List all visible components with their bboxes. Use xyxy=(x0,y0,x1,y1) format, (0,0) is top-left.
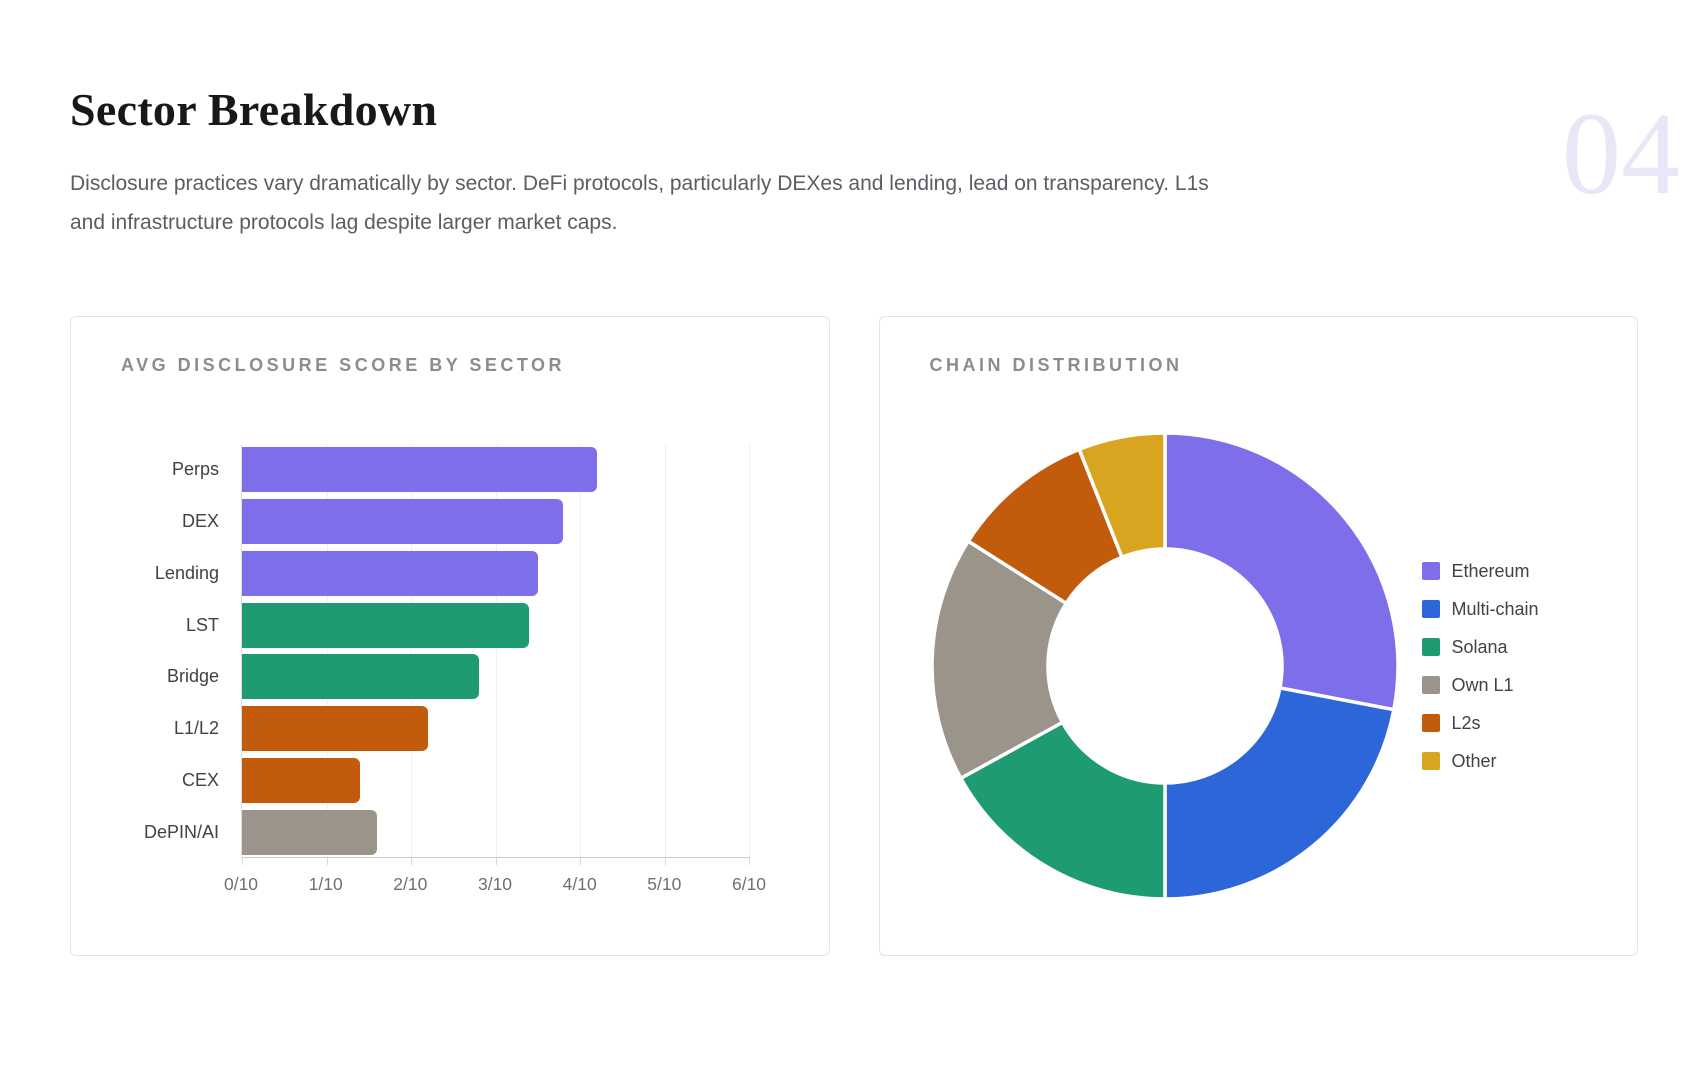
bar-l1-l2 xyxy=(242,706,428,752)
legend-swatch-other xyxy=(1421,752,1440,770)
axis-tick-1/10 xyxy=(326,857,328,865)
legend-swatch-l2s xyxy=(1421,714,1440,732)
bar-lending xyxy=(242,550,538,596)
bar-row-bridge xyxy=(242,651,749,703)
header: Sector Breakdown Disclosure practices va… xyxy=(0,84,1708,242)
bar-label-depin-ai: DePIN/AI xyxy=(143,821,219,842)
bar-depin-ai xyxy=(242,809,378,855)
donut-chart: Ethereum Multi-chain Solana Own L1 L2s Other xyxy=(929,431,1588,901)
bar-bridge xyxy=(242,654,479,700)
legend-item-l2s: L2s xyxy=(1421,713,1539,733)
legend-item-other: Other xyxy=(1421,751,1539,771)
legend-label-l2s: L2s xyxy=(1451,713,1481,733)
x-axis-label-5-10: 5/10 xyxy=(647,874,682,894)
bar-label-cex: CEX xyxy=(181,769,219,790)
legend-label-multi-chain: Multi-chain xyxy=(1451,599,1539,619)
legend-item-solana: Solana xyxy=(1421,637,1539,657)
bar-lst xyxy=(242,602,530,648)
bar-chart-grid xyxy=(241,444,750,865)
legend-label-solana: Solana xyxy=(1451,637,1508,657)
page-subtitle-line-1: Disclosure practices vary dramatically b… xyxy=(70,172,1209,195)
bar-perps xyxy=(242,447,597,493)
bar-cex xyxy=(242,757,361,803)
axis-tick-5/10 xyxy=(664,857,666,865)
bar-dex xyxy=(242,499,564,545)
donut-chart-card: CHAIN DISTRIBUTION Ethereum Multi-chain So… xyxy=(878,316,1638,956)
axis-tick-0/10 xyxy=(242,857,243,865)
x-axis-label-4-10: 4/10 xyxy=(562,874,597,894)
gridline-5/10 xyxy=(664,444,666,857)
bar-chart-card: AVG DISCLOSURE SCORE BY SECTOR Perps DEX L… xyxy=(70,316,830,956)
gridline-4/10 xyxy=(580,444,581,857)
bar-label-lst: LST xyxy=(185,614,219,635)
page-title: Sector Breakdown xyxy=(70,84,438,135)
legend-label-own-l1: Own L1 xyxy=(1451,675,1514,695)
page-subtitle: Disclosure practices vary dramatically b… xyxy=(70,164,1638,242)
bar-row-perps xyxy=(242,444,749,496)
axis-tick-3/10 xyxy=(495,857,497,865)
axis-tick-6/10 xyxy=(749,857,750,865)
legend-item-multi-chain: Multi-chain xyxy=(1421,599,1539,619)
bar-label-dex: DEX xyxy=(181,511,219,532)
bar-label-perps: Perps xyxy=(171,459,219,480)
legend-swatch-own-l1 xyxy=(1421,676,1440,694)
x-axis-label-2-10: 2/10 xyxy=(393,874,428,894)
cards-row: AVG DISCLOSURE SCORE BY SECTOR Perps DEX L… xyxy=(70,316,1638,956)
bar-row-depin-ai xyxy=(242,806,749,858)
bar-label-lending: Lending xyxy=(154,562,219,583)
donut-chart-title: CHAIN DISTRIBUTION xyxy=(929,355,1183,375)
page-subtitle-line-2: and infrastructure protocols lag despite… xyxy=(70,211,618,234)
bar-row-lst xyxy=(242,599,749,651)
gridline-2/10 xyxy=(411,444,412,857)
page: 04 Sector Breakdown Disclosure practices… xyxy=(0,84,1708,956)
bar-row-cex xyxy=(242,755,749,807)
bar-label-l1-l2: L1/L2 xyxy=(173,718,219,739)
gridline-3/10 xyxy=(495,444,497,857)
section-number: 04 xyxy=(1562,88,1680,219)
legend-swatch-ethereum xyxy=(1421,562,1440,580)
donut-slice-own-l1 xyxy=(929,538,1069,781)
legend-item-ethereum: Ethereum xyxy=(1421,561,1539,581)
bar-chart-category-labels: Perps DEX Lending LST Bridge L1/L2 CEX DePIN/AI xyxy=(121,444,241,902)
donut-slice-multi-chain xyxy=(1162,685,1396,901)
bar-chart-title: AVG DISCLOSURE SCORE BY SECTOR xyxy=(121,355,566,375)
bar-row-l1-l2 xyxy=(242,703,749,755)
donut-legend: Ethereum Multi-chain Solana Own L1 L2s Other xyxy=(1421,542,1539,790)
donut-slice-ethereum xyxy=(1162,431,1400,712)
legend-swatch-multi-chain xyxy=(1421,600,1440,618)
bar-row-dex xyxy=(242,496,749,548)
legend-item-own-l1: Own L1 xyxy=(1421,675,1539,695)
bar-row-lending xyxy=(242,548,749,600)
x-axis-label-0-10: 0/10 xyxy=(223,874,259,894)
bar-chart: Perps DEX Lending LST Bridge L1/L2 CEX DePIN/AI… xyxy=(121,444,779,902)
legend-label-other: Other xyxy=(1451,751,1497,771)
x-axis-label-3-10: 3/10 xyxy=(477,874,513,894)
bar-label-bridge: Bridge xyxy=(166,666,219,687)
gridline-6/10 xyxy=(749,444,750,857)
donut-slice-other xyxy=(1076,431,1167,560)
bar-chart-plot-area: 0/10 1/10 2/10 3/10 4/10 5/10 6/10 xyxy=(224,444,766,902)
legend-swatch-solana xyxy=(1421,638,1440,656)
x-axis-label-1-10: 1/10 xyxy=(308,874,343,894)
gridline-1/10 xyxy=(326,444,328,857)
axis-tick-2/10 xyxy=(411,857,412,865)
axis-tick-4/10 xyxy=(580,857,581,865)
legend-label-ethereum: Ethereum xyxy=(1451,561,1530,581)
donut-slice-solana xyxy=(957,719,1167,901)
donut-chart-svg xyxy=(929,431,1400,901)
bar-chart-x-axis-labels: 0/10 1/10 2/10 3/10 4/10 5/10 6/10 xyxy=(224,858,766,902)
x-axis-label-6-10: 6/10 xyxy=(731,874,767,894)
